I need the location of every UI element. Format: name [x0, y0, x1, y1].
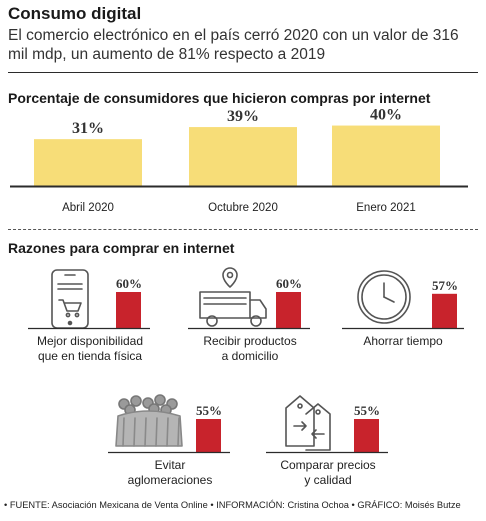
reason-graphic: 60% — [28, 269, 150, 330]
reason-item: 57% Ahorrar tiempo — [340, 264, 466, 384]
reasons-title: Razones para comprar en internet — [8, 240, 235, 256]
bar-value-label: 40% — [370, 108, 402, 124]
reason-label-line: y calidad — [304, 473, 352, 487]
reason-label: Evitar aglomeraciones — [100, 458, 240, 488]
reason-label-line: a domicilio — [221, 349, 279, 363]
bar-3 — [332, 125, 440, 186]
reason-item: 55% Evitar aglomeraciones — [100, 388, 250, 508]
bar-2 — [189, 127, 297, 186]
reason-item: 60% Mejor disponibilidad que en tienda fís… — [20, 264, 170, 384]
crowd-icon — [115, 394, 183, 447]
reason-label: Comparar precios y calidad — [258, 458, 398, 488]
reason-graphic: 60% — [188, 267, 310, 330]
reason-item: 55% Comparar precios y calidad — [258, 388, 408, 508]
reason-graphic: 55% — [108, 394, 230, 454]
reason-label-line: Ahorrar tiempo — [363, 334, 443, 348]
bar-value-label: 39% — [227, 108, 259, 125]
reason-label: Mejor disponibilidad que en tienda física — [20, 334, 160, 364]
reason-value-label: 55% — [196, 403, 222, 418]
reason-item: 60% Recibir productos a domicilio — [180, 264, 330, 384]
reason-label-line: Recibir productos — [203, 334, 297, 348]
bar-value-label: 31% — [72, 120, 104, 137]
reason-label-line: Mejor disponibilidad — [36, 334, 144, 348]
reason-label: Ahorrar tiempo — [340, 334, 466, 349]
reason-bar — [432, 293, 457, 328]
section-divider — [8, 229, 478, 230]
clock-icon — [357, 270, 411, 324]
reason-label-line: que en tienda física — [37, 349, 143, 363]
reason-bar — [354, 419, 379, 452]
reason-label-line: Comparar precios — [280, 458, 376, 472]
reason-bar — [276, 292, 301, 328]
top-divider — [8, 72, 478, 73]
source-footer: • FUENTE: Asociación Mexicana de Venta O… — [4, 500, 461, 510]
reason-bar — [116, 292, 141, 328]
category-label: Abril 2020 — [62, 202, 114, 214]
phone-shopping-cart-icon — [51, 269, 89, 329]
reason-value-label: 60% — [116, 276, 142, 291]
reason-graphic: 57% — [342, 270, 464, 330]
reason-graphic: 55% — [266, 395, 388, 454]
page-subtitle: El comercio electrónico en el país cerró… — [8, 27, 459, 63]
reason-value-label: 60% — [276, 276, 302, 291]
reason-label: Recibir productos a domicilio — [180, 334, 320, 364]
category-label: Enero 2021 — [356, 202, 415, 214]
bar-chart-title: Porcentaje de consumidores que hicieron … — [8, 90, 431, 106]
consumers-bar-chart: 31% Abril 2020 39% Octubre 2020 40% Enero 202… — [10, 108, 468, 214]
reason-bar — [196, 419, 221, 452]
bar-1 — [34, 139, 142, 186]
reason-label-line: Evitar — [154, 458, 186, 472]
reason-value-label: 57% — [432, 278, 458, 293]
reason-label-line: aglomeraciones — [127, 473, 213, 487]
category-label: Octubre 2020 — [208, 202, 278, 214]
reason-value-label: 55% — [354, 403, 380, 418]
delivery-truck-icon — [199, 267, 267, 327]
page-title: Consumo digital — [8, 4, 142, 23]
price-tags-icon — [285, 395, 331, 451]
